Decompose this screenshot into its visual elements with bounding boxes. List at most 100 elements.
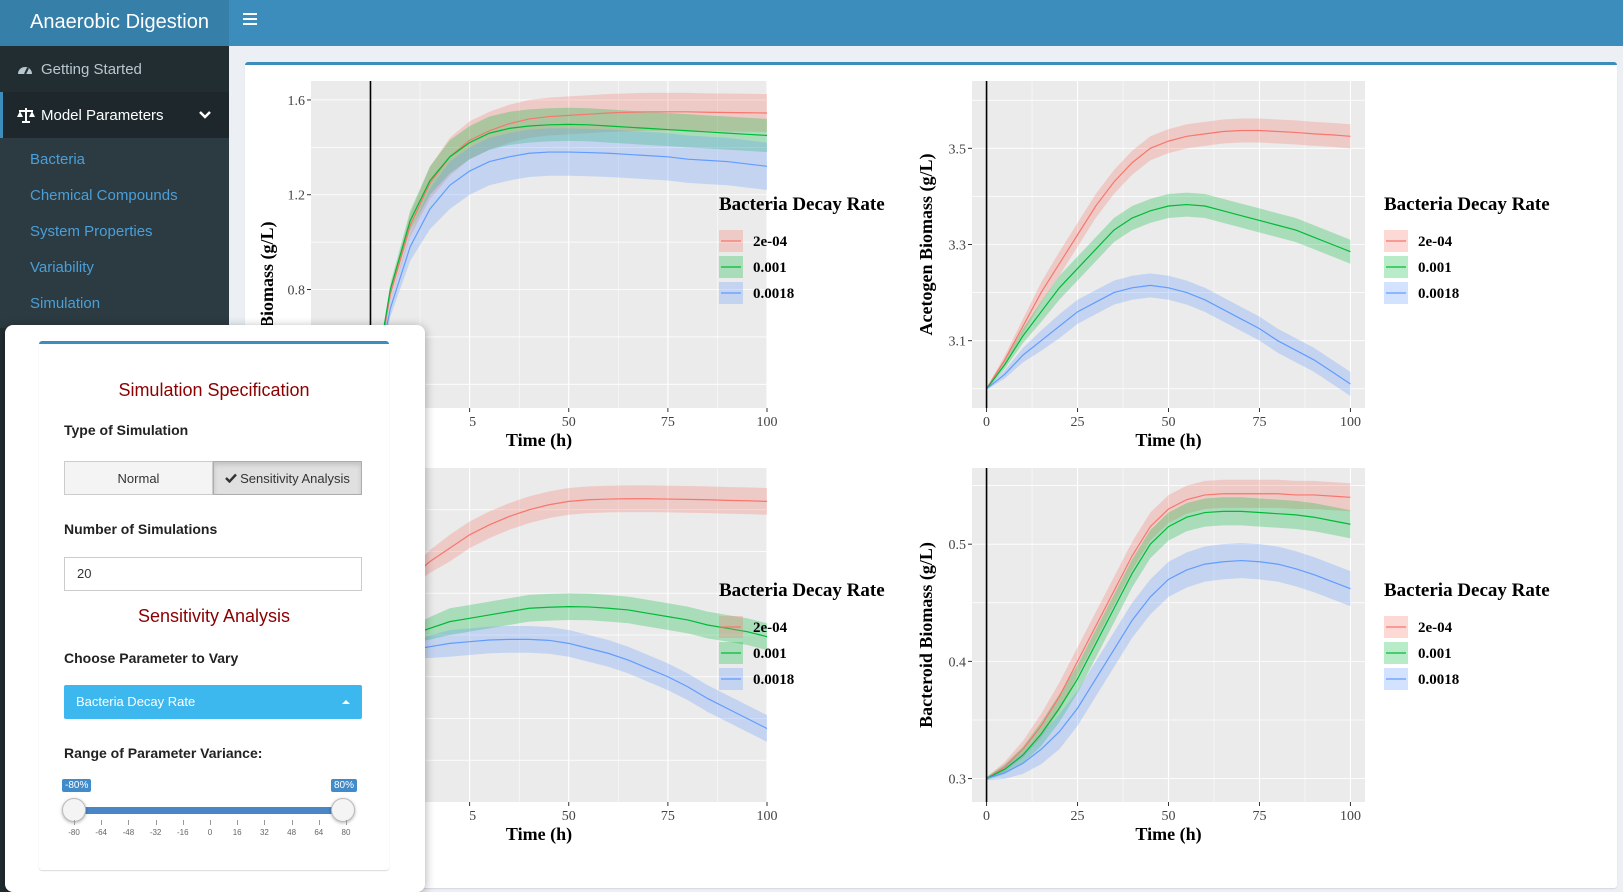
x-tick-label: 50 bbox=[1162, 809, 1176, 824]
slider-tick-label: -48 bbox=[122, 828, 135, 837]
slider-tick bbox=[264, 820, 266, 825]
y-tick-label: 0.5 bbox=[949, 538, 967, 553]
ci-band bbox=[986, 273, 1351, 396]
parameter-select[interactable]: Bacteria Decay Rate bbox=[64, 685, 362, 719]
dashboard-icon bbox=[17, 60, 37, 78]
sensitivity-title: Sensitivity Analysis bbox=[137, 606, 291, 626]
param-label: Choose Parameter to Vary bbox=[64, 650, 239, 666]
sidebar-subitem-chemical-compounds[interactable]: Chemical Compounds bbox=[30, 187, 178, 204]
sidebar-subitem-system-properties[interactable]: System Properties bbox=[30, 223, 153, 240]
slider-tick bbox=[128, 820, 130, 825]
ci-band bbox=[370, 92, 767, 408]
chevron-down-icon bbox=[199, 107, 211, 124]
chart-svg: 0 25 50 75 100 Time (h) 0.3 0.4 0.5 Bacteroid Bio… bbox=[916, 468, 1550, 845]
y-tick-label: 1.6 bbox=[288, 94, 306, 109]
slider-tick-label: -64 bbox=[95, 828, 107, 837]
x-tick-label: 75 bbox=[1252, 809, 1266, 824]
simulation-spec-box: Simulation Specification Type of Simulat… bbox=[39, 341, 389, 870]
slider-min-handle[interactable] bbox=[62, 798, 86, 822]
legend-title: Bacteria Decay Rate bbox=[719, 580, 885, 601]
legend-label: 0.001 bbox=[1418, 260, 1452, 276]
sidebar-item-label: Getting Started bbox=[41, 60, 142, 78]
legend-label: 0.0018 bbox=[753, 286, 794, 302]
slider-max-tag: 80% bbox=[331, 779, 358, 792]
slider-tick-label: 0 bbox=[207, 828, 213, 837]
x-tick-label: 100 bbox=[1340, 809, 1361, 824]
sidebar-item-model-parameters[interactable]: Model Parameters bbox=[0, 92, 229, 138]
slider-tick bbox=[155, 820, 157, 825]
x-tick-label: 5 bbox=[469, 415, 476, 430]
sidebar-subitem-simulation[interactable]: Simulation bbox=[30, 295, 101, 312]
x-tick-label: 75 bbox=[1252, 415, 1266, 430]
legend-label: 0.001 bbox=[753, 646, 787, 662]
series-line bbox=[369, 123, 767, 408]
y-axis-label: Bacteroid Biomass (g/L) bbox=[916, 542, 937, 728]
sidebar-subitem-variability[interactable]: Variability bbox=[30, 259, 94, 276]
slider-tick-label: 16 bbox=[232, 828, 242, 837]
slider-tick-label: 64 bbox=[314, 828, 324, 837]
y-tick-label: 0.8 bbox=[288, 284, 306, 299]
series-line bbox=[986, 559, 1351, 780]
plot-area bbox=[311, 81, 767, 408]
x-tick-label: 0 bbox=[983, 809, 990, 824]
series-line bbox=[986, 284, 1351, 390]
x-tick-label: 5 bbox=[469, 809, 476, 824]
sensitivity-option-button[interactable]: Sensitivity Analysis bbox=[213, 461, 362, 495]
plot-area bbox=[972, 81, 1365, 408]
slider-min-tag: -80% bbox=[62, 779, 92, 792]
range-slider[interactable]: -80% 80% -80 -64 -48 -32 -16 0 16 32 48 64 80 bbox=[62, 779, 362, 849]
y-axis-label: Acetogen Biomass (g/L) bbox=[916, 154, 937, 336]
y-tick-label: 1.2 bbox=[288, 189, 306, 204]
legend-title: Bacteria Decay Rate bbox=[1384, 194, 1550, 215]
x-tick-label: 25 bbox=[1071, 809, 1085, 824]
top-navbar bbox=[229, 0, 1623, 46]
bacteroid-plot: 0 25 50 75 100 Time (h) 0.3 0.4 0.5 Bacteroid Bio… bbox=[910, 468, 1617, 888]
slider-tick-label: 80 bbox=[341, 828, 351, 837]
slider-max-handle[interactable] bbox=[331, 798, 355, 822]
legend-label: 0.001 bbox=[753, 260, 787, 276]
simulation-type-toggle: Normal Sensitivity Analysis bbox=[64, 461, 362, 495]
x-tick-label: 50 bbox=[1162, 415, 1176, 430]
legend-label: 0.0018 bbox=[753, 672, 794, 688]
legend-label: 2e-04 bbox=[753, 234, 788, 250]
nsim-input[interactable]: 20 bbox=[64, 557, 362, 591]
slider-tick-label: -80 bbox=[68, 828, 80, 837]
type-label: Type of Simulation bbox=[64, 422, 189, 438]
nsim-label: Number of Simulations bbox=[64, 521, 218, 537]
slider-tick bbox=[291, 820, 293, 825]
main-content: 5 50 75 100 Time (h) 0.8 1.2 1.6 ogen Biomass (g… bbox=[229, 46, 1623, 892]
slider-tick-label: -32 bbox=[149, 828, 162, 837]
sidebar-subitem-bacteria[interactable]: Bacteria bbox=[30, 151, 86, 168]
y-tick-label: 3.5 bbox=[949, 142, 967, 157]
normal-option-button[interactable]: Normal bbox=[64, 461, 213, 495]
series-line bbox=[390, 638, 767, 730]
sidebar-item-getting-started[interactable]: Getting Started bbox=[0, 46, 229, 92]
series-line bbox=[390, 606, 767, 643]
plot-area bbox=[972, 468, 1365, 802]
legend-label: 0.001 bbox=[1418, 646, 1452, 662]
submenu-model-parameters: Bacteria Chemical Compounds System Prope… bbox=[0, 138, 229, 328]
slider-tick bbox=[210, 820, 211, 825]
balance-scale-icon bbox=[17, 106, 37, 124]
acetogen-plot: 0 25 50 75 100 Time (h) 3.1 3.3 3.5 Acetogen Biom… bbox=[910, 65, 1617, 468]
x-tick-label: 50 bbox=[562, 809, 576, 824]
series-line bbox=[986, 129, 1351, 390]
app-title[interactable]: Anaerobic Digestion bbox=[0, 0, 229, 46]
legend-title: Bacteria Decay Rate bbox=[1384, 580, 1550, 601]
menu-toggle-icon[interactable] bbox=[243, 13, 257, 27]
series-line bbox=[369, 151, 767, 408]
ci-band bbox=[986, 118, 1351, 390]
y-tick-label: 3.3 bbox=[949, 239, 967, 254]
legend-label: 2e-04 bbox=[1418, 234, 1453, 250]
legend-label: 0.0018 bbox=[1418, 286, 1459, 302]
simulation-panel: Simulation Specification Type of Simulat… bbox=[5, 325, 425, 892]
ci-band bbox=[390, 593, 767, 651]
x-tick-label: 25 bbox=[1071, 415, 1085, 430]
ci-band bbox=[986, 192, 1351, 390]
slider-track[interactable] bbox=[74, 807, 346, 814]
results-box: 5 50 75 100 Time (h) 0.8 1.2 1.6 ogen Biomass (g… bbox=[245, 62, 1617, 888]
slider-tick-label: -16 bbox=[177, 828, 189, 837]
series-line bbox=[986, 203, 1351, 390]
slider-tick-label: 48 bbox=[287, 828, 297, 837]
x-tick-label: 100 bbox=[757, 415, 778, 430]
